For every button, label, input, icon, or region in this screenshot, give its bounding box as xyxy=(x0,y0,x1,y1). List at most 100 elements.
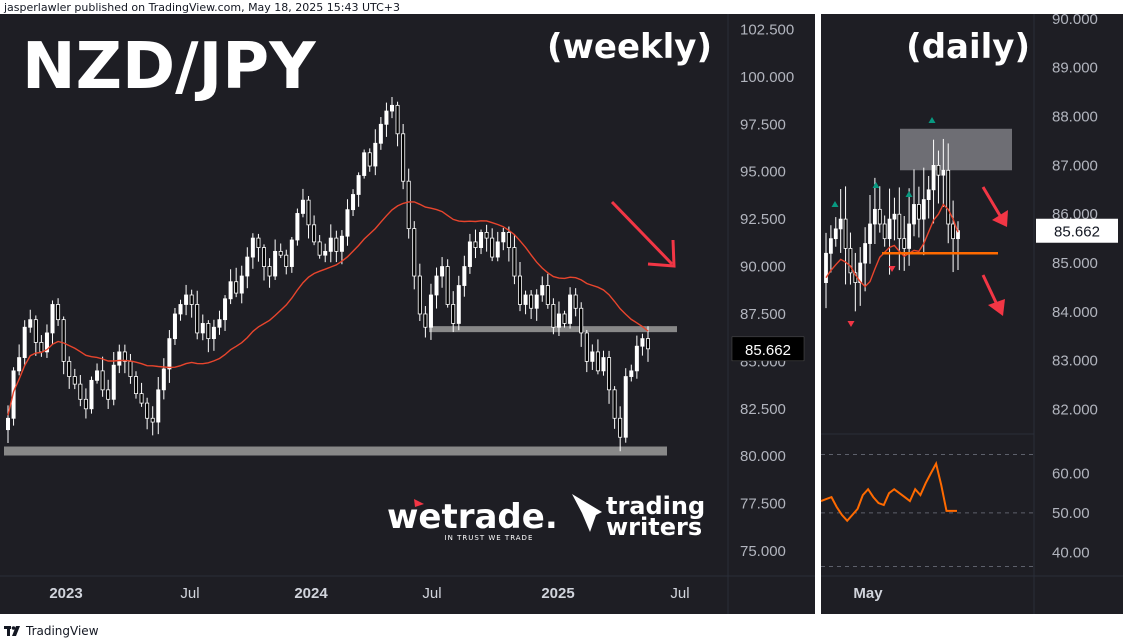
weekly-candle xyxy=(384,110,389,125)
weekly-candle xyxy=(351,194,356,211)
daily-pivot-high-marker xyxy=(872,182,880,188)
weekly-y-tick-label: 75.000 xyxy=(740,543,786,560)
weekly-candle xyxy=(640,338,645,347)
daily-pivot-low-marker xyxy=(888,266,896,272)
wetrade-tagline: IN TRUST WE TRADE xyxy=(445,534,534,542)
daily-candle xyxy=(907,223,912,249)
daily-candle xyxy=(843,218,848,249)
daily-candle xyxy=(838,218,843,230)
weekly-y-tick-label: 80.000 xyxy=(740,448,786,465)
weekly-candle xyxy=(395,104,400,135)
weekly-candle xyxy=(378,123,383,144)
weekly-candle xyxy=(523,294,528,305)
weekly-candle xyxy=(89,379,94,410)
weekly-candle xyxy=(295,213,300,241)
daily-y-tick-label: 90.000 xyxy=(1052,11,1098,28)
weekly-candle xyxy=(534,294,539,309)
weekly-x-tick-label: 2023 xyxy=(49,585,82,602)
weekly-y-tick-label: 87.500 xyxy=(740,306,786,323)
weekly-y-tick-label: 82.500 xyxy=(740,401,786,418)
daily-x-tick-label: May xyxy=(853,585,883,602)
daily-candle xyxy=(897,213,902,240)
tradingview-logo-icon xyxy=(4,626,20,636)
daily-pivot-high-marker xyxy=(928,117,936,123)
daily-candle xyxy=(936,164,941,176)
weekly-candle xyxy=(139,393,144,404)
daily-candle xyxy=(863,243,868,264)
weekly-candle xyxy=(356,175,361,195)
weekly-candle xyxy=(601,357,606,372)
weekly-candle xyxy=(506,232,511,248)
weekly-candle xyxy=(44,332,49,353)
daily-y-tick-label: 84.000 xyxy=(1052,304,1098,321)
weekly-candle xyxy=(78,383,83,400)
tradingview-footer[interactable]: TradingView xyxy=(4,624,99,638)
weekly-candle xyxy=(317,241,322,256)
weekly-panel: 102.500 100.000 97.500 95.000 92.500 90.000 87… xyxy=(0,14,815,614)
weekly-candle xyxy=(451,304,456,324)
daily-y-tick-label: 82.000 xyxy=(1052,402,1098,419)
tradingview-brand: TradingView xyxy=(26,624,99,638)
daily-candle xyxy=(926,189,931,200)
weekly-candle xyxy=(646,338,651,350)
weekly-candle xyxy=(278,250,283,256)
chart-overlays: NZD/JPY (weekly) (daily) wetrade.IN TRUST W… xyxy=(22,27,1030,542)
daily-rsi-line xyxy=(820,460,957,523)
weekly-candle xyxy=(156,389,161,423)
weekly-candle xyxy=(323,250,328,256)
weekly-candle xyxy=(618,417,623,438)
weekly-candle xyxy=(117,351,122,366)
daily-panel-bg xyxy=(821,14,1123,614)
weekly-candle xyxy=(440,266,445,277)
weekly-candle xyxy=(467,241,472,267)
weekly-candle xyxy=(573,294,578,309)
daily-candle xyxy=(931,164,936,191)
daily-candle xyxy=(887,218,892,240)
weekly-candle xyxy=(306,199,311,226)
daily-rsi-y-tick-label: 40.00 xyxy=(1052,544,1090,561)
daily-y-tick-label: 89.000 xyxy=(1052,60,1098,77)
weekly-candle xyxy=(72,376,77,385)
weekly-candle xyxy=(479,232,484,248)
weekly-candle xyxy=(61,319,66,362)
daily-down-arrow-1-head xyxy=(992,210,1008,227)
weekly-candle xyxy=(612,389,617,419)
daily-candle xyxy=(951,223,956,240)
weekly-candle xyxy=(389,104,394,112)
daily-y-tick-label: 83.000 xyxy=(1052,353,1098,370)
weekly-y-tick-label: 100.000 xyxy=(740,69,794,86)
weekly-candle xyxy=(273,250,278,277)
weekly-candle xyxy=(145,402,150,419)
weekly-candle xyxy=(39,342,44,353)
weekly-candle xyxy=(95,370,100,381)
weekly-y-tick-label: 95.000 xyxy=(740,164,786,181)
weekly-candle xyxy=(284,254,289,267)
weekly-candle xyxy=(111,364,116,400)
weekly-candle xyxy=(22,326,27,358)
weekly-timeframe-label: (weekly) xyxy=(547,27,712,67)
weekly-candle xyxy=(484,232,489,239)
weekly-candle xyxy=(106,389,111,400)
weekly-candle xyxy=(367,152,372,167)
weekly-candle xyxy=(267,266,272,277)
weekly-candle xyxy=(195,304,200,334)
weekly-candle xyxy=(495,241,500,258)
weekly-candle xyxy=(133,376,138,395)
weekly-candle xyxy=(339,235,344,252)
weekly-candle xyxy=(551,304,556,328)
daily-candle xyxy=(912,204,916,225)
weekly-candle xyxy=(83,398,88,410)
chart-title-pair: NZD/JPY xyxy=(22,30,316,104)
daily-candle xyxy=(824,252,828,284)
weekly-candle xyxy=(412,228,417,277)
weekly-candle xyxy=(595,351,600,372)
weekly-candle xyxy=(607,357,612,391)
wetrade-logo-mark xyxy=(414,499,424,507)
daily-candle xyxy=(902,238,907,249)
weekly-candle xyxy=(428,294,433,328)
weekly-candle xyxy=(223,298,228,321)
weekly-candle xyxy=(150,417,155,423)
weekly-candle xyxy=(568,294,573,324)
daily-candle xyxy=(848,248,853,274)
